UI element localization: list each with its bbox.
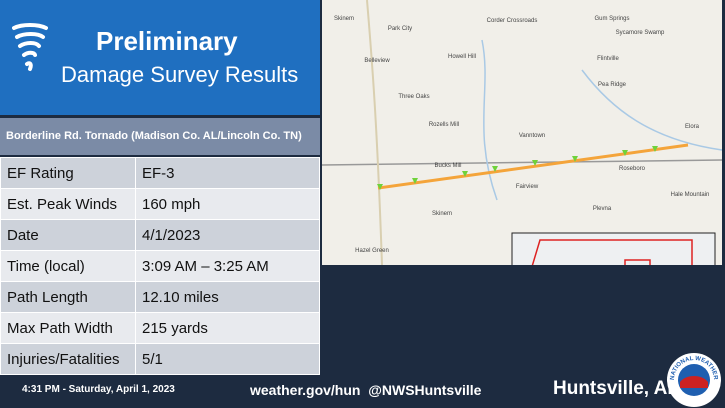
table-row: Date 4/1/2023 [0,219,320,251]
nws-logo: NATIONAL WEATHER SERVICE [666,352,721,407]
office: Huntsville, AL [553,378,679,399]
table-row: Est. Peak Winds 160 mph [0,188,320,220]
row-label: Injuries/Fatalities [0,343,136,375]
place-label: Rozells Mill [429,122,459,128]
place-label: Roseboro [619,166,646,172]
row-label: Path Length [0,281,136,313]
place-label: Park City [388,26,412,32]
place-label: Skinem [334,16,354,22]
place-label: Hazel Green [355,248,389,254]
row-label: Date [0,219,136,251]
map: Skinem Park City Corder Crossroads Gum Spri… [322,0,722,265]
place-label: Hale Mountain [671,192,710,198]
table-row: Max Path Width 215 yards [0,312,320,344]
title: Preliminary [96,26,238,56]
place-label: Fairview [516,184,539,190]
place-label: Elora [685,124,700,130]
summary-table: EF Rating EF-3 Est. Peak Winds 160 mph Date 4… [0,157,320,375]
subtitle: Damage Survey Results [61,62,299,87]
place-label: Flintville [597,56,619,62]
row-value: 4/1/2023 [135,219,320,251]
place-label: Howell Hill [448,54,476,60]
place-label: Belleview [364,58,390,64]
place-label: Skinem [432,211,452,217]
place-label: Pea Ridge [598,82,627,88]
row-label: Est. Peak Winds [0,188,136,220]
place-label: Three Oaks [398,94,429,100]
row-label: Max Path Width [0,312,136,344]
row-value: 5/1 [135,343,320,375]
place-label: Gum Springs [594,16,629,22]
table-caption: Borderline Rd. Tornado (Madison Co. AL/L… [0,118,320,155]
header: Preliminary Damage Survey Results [0,0,320,115]
row-label: Time (local) [0,250,136,282]
row-value: 215 yards [135,312,320,344]
table-row: Path Length 12.10 miles [0,281,320,313]
row-value: 160 mph [135,188,320,220]
place-label: Corder Crossroads [487,18,538,24]
row-value: EF-3 [135,157,320,189]
row-value: 3:09 AM – 3:25 AM [135,250,320,282]
place-label: Vanntown [519,133,545,139]
timestamp: 4:31 PM - Saturday, April 1, 2023 [22,384,175,395]
place-label: Sycamore Swamp [616,30,665,36]
place-label: Bucks Mill [434,163,461,169]
place-label: Plevna [593,206,612,212]
row-value: 12.10 miles [135,281,320,313]
table-row: Injuries/Fatalities 5/1 [0,343,320,375]
table-row: EF Rating EF-3 [0,157,320,189]
links: weather.gov/hun @NWSHuntsville [250,382,482,398]
table-row: Time (local) 3:09 AM – 3:25 AM [0,250,320,282]
row-label: EF Rating [0,157,136,189]
tornado-icon [12,23,48,71]
